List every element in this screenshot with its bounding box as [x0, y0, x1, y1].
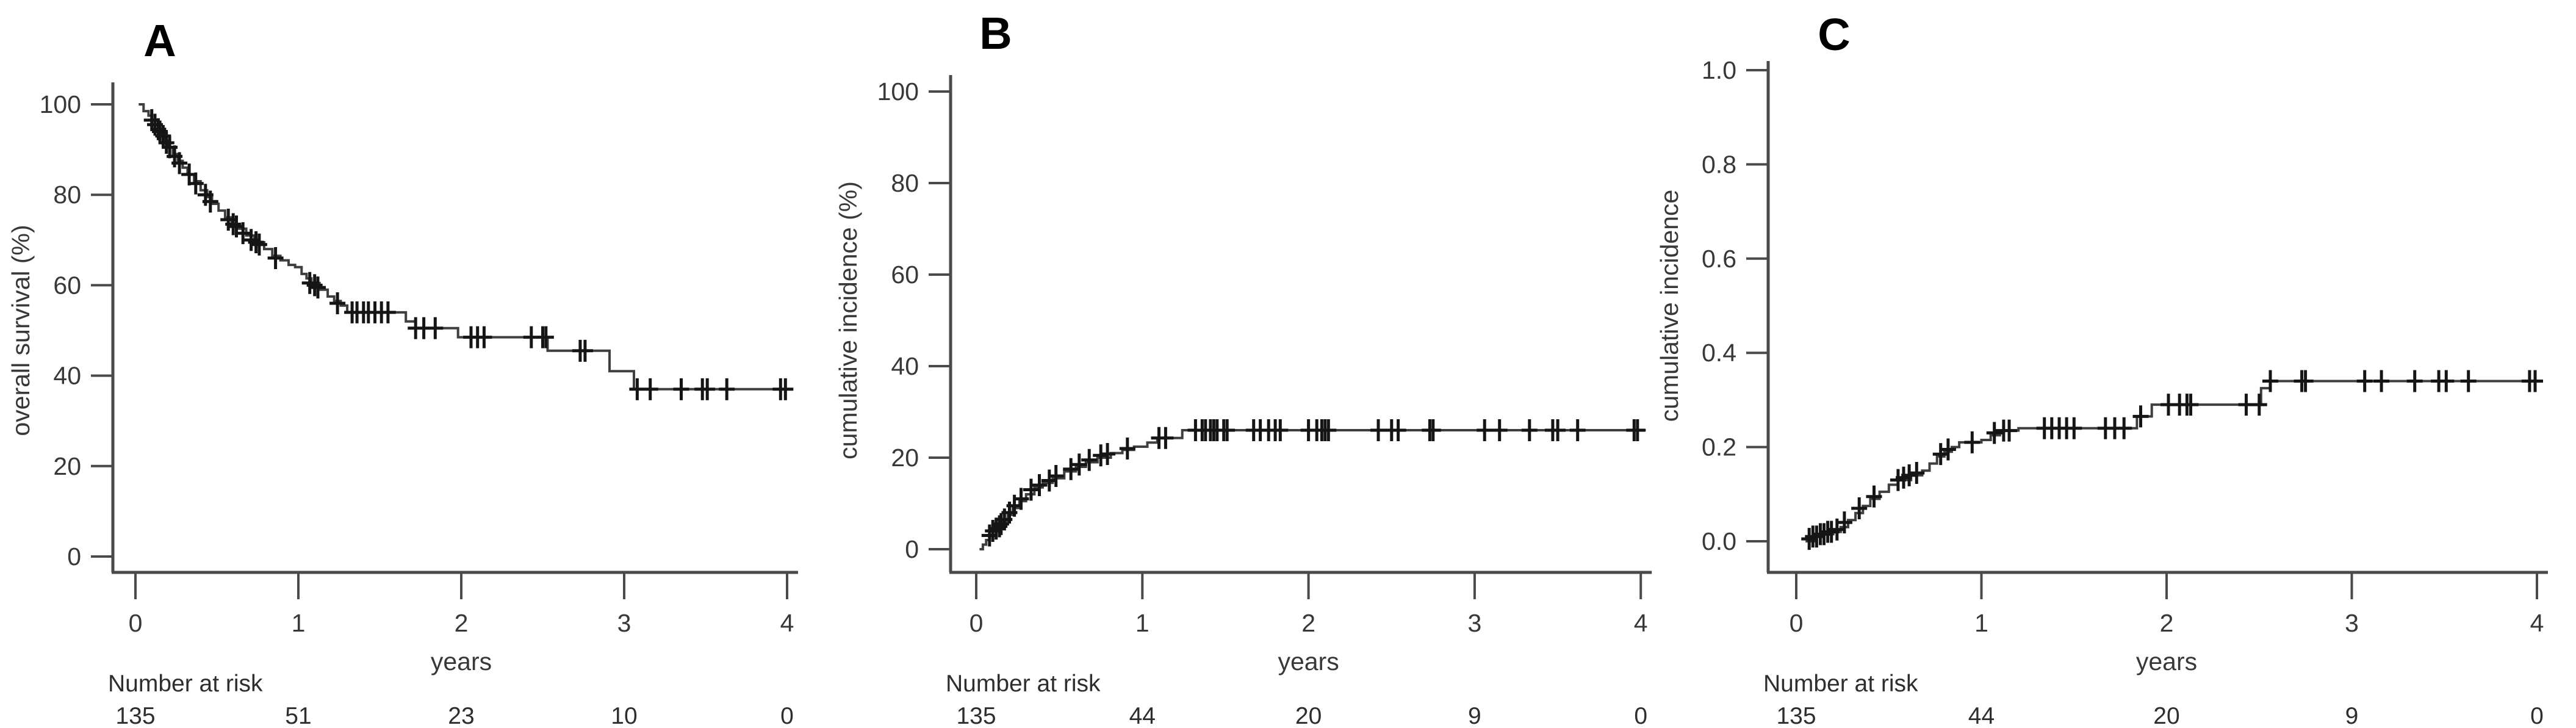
- x-tick-label: 3: [617, 609, 631, 637]
- number-at-risk-value: 0: [1634, 703, 1647, 728]
- x-tick-label: 2: [2160, 609, 2174, 637]
- number-at-risk-value: 135: [956, 703, 996, 728]
- y-tick-label: 80: [891, 169, 919, 197]
- y-tick-label: 80: [53, 181, 81, 209]
- y-tick-label: 0: [67, 542, 81, 571]
- y-tick-label: 40: [891, 352, 919, 380]
- y-tick-label: 0: [905, 535, 919, 563]
- x-axis-title: years: [2136, 647, 2197, 676]
- y-tick-label: 0.6: [1702, 245, 1736, 273]
- x-tick-label: 1: [292, 609, 306, 637]
- y-tick-label: 60: [53, 271, 81, 299]
- y-tick-label: 0.0: [1702, 527, 1736, 555]
- survival-curve: [979, 429, 1646, 550]
- x-tick-label: 1: [1135, 609, 1149, 637]
- panel-c: C 1.0 0.8 0.6 0.4 0.2 0.0 cumulative incidence 0…: [1655, 9, 2548, 728]
- y-tick-label: 20: [53, 452, 81, 480]
- number-at-risk-value: 44: [1129, 703, 1156, 728]
- x-tick-label: 0: [970, 609, 984, 637]
- panel-label: A: [143, 15, 176, 66]
- number-at-risk-value: 0: [780, 703, 794, 728]
- y-tick-label: 0.2: [1702, 433, 1736, 461]
- number-at-risk-header: Number at risk: [1763, 671, 1918, 697]
- y-tick-label: 0.8: [1702, 150, 1736, 178]
- number-at-risk-value: 23: [448, 703, 474, 728]
- survival-curve: [139, 103, 792, 391]
- y-tick-label: 20: [891, 444, 919, 472]
- x-tick-label: 2: [455, 609, 469, 637]
- x-tick-label: 4: [780, 609, 794, 637]
- y-axis-title: cumulative incidence: [1655, 190, 1683, 422]
- y-tick-label: 100: [877, 77, 919, 106]
- panel-label: C: [1818, 9, 1850, 60]
- censor-marks: [981, 419, 1646, 547]
- x-tick-label: 0: [129, 609, 143, 637]
- number-at-risk-value: 135: [1776, 703, 1816, 728]
- number-at-risk-value: 9: [2345, 703, 2359, 728]
- number-at-risk-value: 10: [611, 703, 637, 728]
- panel-label: B: [979, 8, 1012, 59]
- censor-marks: [1801, 370, 2543, 550]
- number-at-risk-value: 135: [115, 703, 155, 728]
- x-tick-label: 3: [2345, 609, 2359, 637]
- y-tick-label: 1.0: [1702, 56, 1736, 84]
- number-at-risk-value: 0: [2530, 703, 2544, 728]
- number-at-risk-value: 9: [1468, 703, 1481, 728]
- y-tick-label: 60: [891, 261, 919, 289]
- number-at-risk-header: Number at risk: [108, 671, 263, 697]
- x-tick-label: 4: [1634, 609, 1648, 637]
- x-tick-label: 0: [1790, 609, 1804, 637]
- censor-marks: [143, 109, 794, 400]
- x-tick-label: 1: [1974, 609, 1988, 637]
- y-tick-label: 40: [53, 362, 81, 390]
- x-tick-label: 3: [1467, 609, 1481, 637]
- number-at-risk-value: 20: [2153, 703, 2179, 728]
- y-axis-title: overall survival (%): [7, 225, 35, 436]
- y-axis-title: cumulative incidence (%): [834, 181, 862, 460]
- x-tick-label: 2: [1301, 609, 1315, 637]
- x-tick-label: 4: [2530, 609, 2544, 637]
- number-at-risk-value: 44: [1968, 703, 1995, 728]
- x-axis-title: years: [431, 647, 492, 676]
- number-at-risk-header: Number at risk: [946, 671, 1101, 697]
- number-at-risk-value: 51: [285, 703, 311, 728]
- number-at-risk-value: 20: [1295, 703, 1322, 728]
- y-tick-label: 100: [40, 90, 81, 118]
- x-axis-title: years: [1278, 647, 1339, 676]
- y-tick-label: 0.4: [1702, 339, 1736, 367]
